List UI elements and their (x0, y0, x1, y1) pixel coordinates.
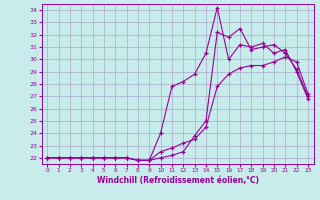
X-axis label: Windchill (Refroidissement éolien,°C): Windchill (Refroidissement éolien,°C) (97, 176, 259, 185)
